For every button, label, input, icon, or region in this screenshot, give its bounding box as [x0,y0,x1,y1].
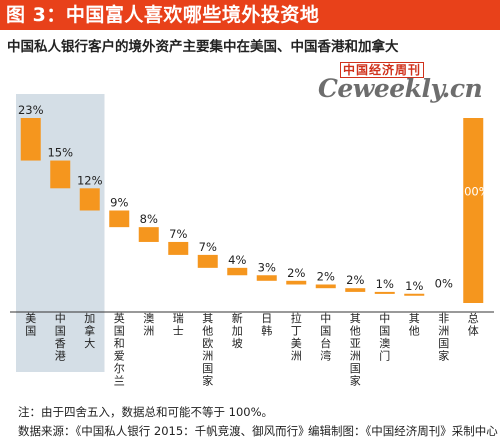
chart-subtitle: 中国私人银行客户的境外资产主要集中在美国、中国香港和加拿大 [7,39,399,55]
value-label-8: 3% [258,260,276,274]
footnote: 注：由于四舍五入，数据总和可能不等于 100%。 [18,405,274,419]
category-label-10: 中国台湾 [320,312,331,363]
value-label-10: 2% [317,270,335,284]
bar-0 [20,118,41,161]
chart-title: 图 3：中国富人喜欢哪些境外投资地 [0,0,500,30]
source-line: 数据来源：《中国私人银行 2015：千帆竞渡、御风而行》 编辑制图：《中国经济周… [18,423,498,439]
value-label-9: 2% [287,266,305,280]
category-label-15: 总体 [468,311,479,338]
category-label-9: 拉丁美洲 [291,311,302,363]
data-source: 数据来源：《中国私人银行 2015：千帆竞渡、御风而行》 [18,424,310,438]
value-label-6: 7% [199,240,217,254]
bar-1 [50,160,71,189]
value-label-5: 7% [169,227,187,241]
bar-2 [79,188,100,211]
bar-8 [256,275,277,281]
bar-11 [345,288,366,292]
logo-en-text: Ceweekly.cn [318,74,483,103]
value-label-11: 2% [346,273,364,287]
value-label-0: 23% [18,103,44,117]
value-label-1: 15% [47,146,73,160]
bar-13 [404,293,425,296]
value-label-2: 12% [77,173,103,187]
category-label-7: 新加坡 [232,311,243,350]
bar-9 [286,280,307,285]
value-label-4: 8% [140,212,158,226]
bar-12 [374,291,395,294]
value-label-12: 1% [376,277,394,291]
category-label-2: 加拿大 [84,312,95,350]
bar-7 [227,267,248,276]
category-label-5: 瑞士 [173,311,184,338]
category-label-4: 澳洲 [143,312,154,338]
value-label-13: 1% [405,279,423,293]
bar-15 [463,118,484,303]
category-label-11: 其他亚洲国家 [350,312,361,388]
bar-6 [197,254,218,268]
category-label-3: 英国和爱尔兰 [114,311,125,388]
bar-5 [168,241,189,255]
category-label-6: 其他欧洲国家 [202,312,213,388]
category-label-1: 中国香港 [55,312,66,363]
value-label-3: 9% [110,196,128,210]
category-label-14: 非洲国家 [438,312,449,363]
category-label-0: 美国 [25,312,36,338]
editor-credit: 编辑制图：《中国经济周刊》采制中心 [308,424,498,438]
publisher-logo: 中国经济周刊 Ceweekly.cn [318,62,496,103]
category-label-12: 中国澳门 [379,312,390,363]
bar-3 [109,210,130,228]
category-label-8: 日韩 [261,312,272,338]
bar-4 [138,227,159,242]
value-label-14: 0% [435,277,453,291]
waterfall-chart: 23%15%12%9%8%7%7%4%3% 2% 2% 2% 1% 1% 0%100%美国中… [10,94,494,388]
category-label-13: 其他 [409,312,420,338]
value-label-15: 100% [457,185,490,199]
value-label-7: 4% [228,253,246,267]
logo-cn-text: 中国经济周刊 [340,62,425,78]
bar-10 [315,284,336,289]
